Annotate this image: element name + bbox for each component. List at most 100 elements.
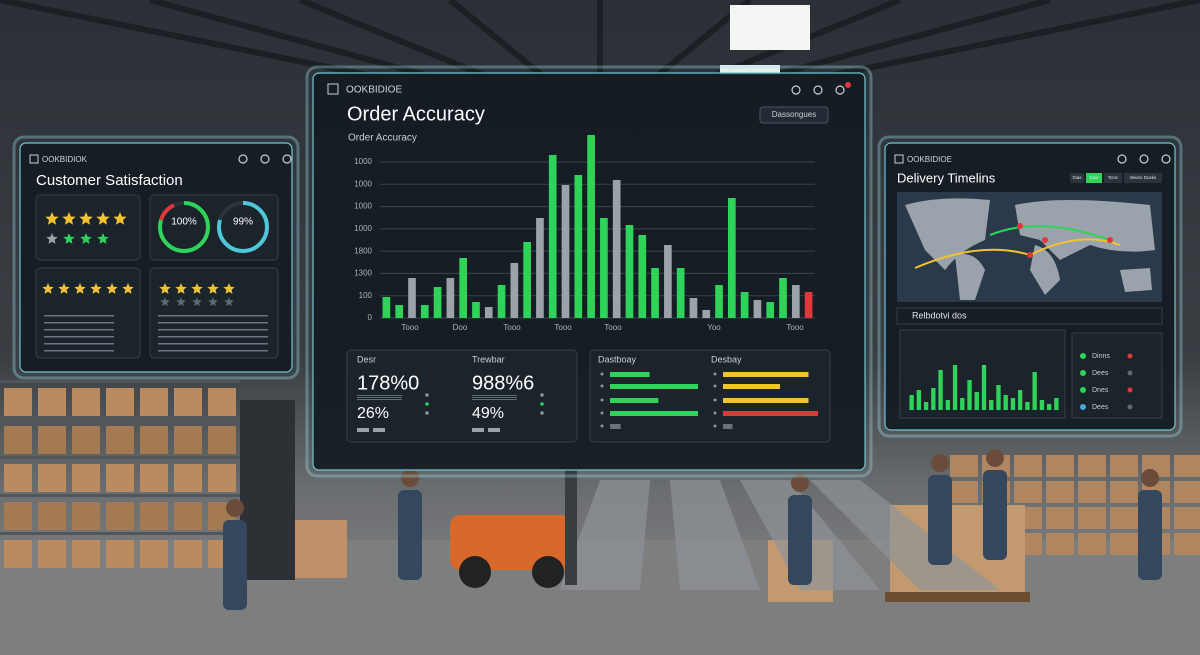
box	[4, 464, 32, 492]
button-label[interactable]: Dassongues	[772, 110, 816, 119]
panel-glow	[877, 135, 1183, 438]
list-line	[44, 329, 114, 331]
header-icon	[835, 85, 845, 95]
tab-label[interactable]: Dise	[1089, 175, 1098, 180]
legend-label: Dinns	[1092, 353, 1110, 360]
card	[35, 194, 141, 261]
progress-bullet	[713, 411, 717, 415]
box	[72, 540, 100, 568]
progress-bullet	[600, 411, 604, 415]
bar	[638, 235, 647, 318]
box	[208, 464, 236, 492]
tab-label[interactable]: Dias	[1072, 175, 1082, 180]
tab	[1070, 173, 1084, 183]
star	[90, 283, 102, 294]
legend-label: Dnes	[1092, 387, 1109, 394]
stat-line	[357, 399, 402, 400]
star	[208, 297, 218, 306]
shelf	[0, 532, 240, 535]
box	[1078, 481, 1106, 503]
home-icon	[894, 154, 904, 164]
stat-value: 988%6	[472, 372, 534, 394]
box	[208, 388, 236, 416]
progress-bar	[610, 384, 698, 389]
progress-label: Desbay	[711, 354, 742, 364]
legend-label: Dees	[1092, 404, 1109, 411]
worker-body	[398, 490, 422, 580]
box	[1110, 455, 1138, 477]
bar	[536, 218, 544, 318]
box	[174, 464, 202, 492]
worker-body	[983, 470, 1007, 560]
star	[45, 212, 59, 225]
box	[1078, 507, 1106, 529]
home-icon	[29, 154, 39, 164]
panel-title: Delivery Timelins	[897, 170, 996, 185]
legend-label: Dees	[1092, 370, 1109, 377]
box	[1046, 533, 1074, 555]
star	[160, 297, 170, 306]
star	[176, 297, 186, 306]
bar	[938, 370, 943, 410]
tab-label[interactable]: Tcmc	[1108, 175, 1119, 180]
bar	[1032, 372, 1037, 410]
progress-bullet	[713, 398, 717, 402]
list-line	[44, 315, 114, 317]
ring	[217, 201, 269, 253]
header-icon	[238, 154, 248, 164]
star	[74, 283, 86, 294]
tab-label[interactable]: Wiurio Dusks	[1130, 175, 1157, 180]
bar	[395, 305, 404, 318]
progress-bullet	[600, 398, 604, 402]
bar	[689, 298, 698, 318]
ring	[158, 201, 210, 253]
list-line	[158, 343, 268, 345]
star	[42, 283, 54, 294]
progress-bar	[610, 398, 659, 403]
card	[1071, 332, 1163, 419]
stat-line	[472, 399, 517, 400]
conveyor	[560, 480, 650, 590]
progress-bar	[610, 372, 650, 377]
continent	[1030, 245, 1060, 295]
bar	[382, 297, 391, 318]
bar	[728, 198, 736, 318]
route-node	[1027, 252, 1033, 258]
route-node	[1017, 223, 1023, 229]
bar	[779, 278, 787, 318]
box	[1078, 533, 1106, 555]
legend-dot	[1080, 404, 1086, 410]
chart-label: Order Accuracy	[348, 133, 417, 144]
progress-bullet	[713, 424, 717, 428]
box	[1174, 507, 1200, 529]
panel-glow	[305, 65, 873, 478]
bar	[1046, 404, 1052, 410]
y-tick-label: 100	[359, 291, 373, 300]
bar	[974, 392, 979, 410]
x-tick-label: Tooo	[554, 323, 572, 332]
progress-bar	[723, 424, 733, 429]
forklift-mast	[565, 470, 577, 585]
bar	[676, 268, 685, 318]
bar	[574, 175, 583, 318]
bar	[1039, 400, 1045, 410]
ring-label: 99%	[233, 217, 253, 228]
worker-head	[986, 449, 1004, 467]
bar	[446, 278, 455, 318]
box	[1174, 533, 1200, 555]
panel-title: Order Accuracy	[347, 103, 485, 125]
bar	[651, 268, 659, 318]
legend-dot	[1080, 353, 1086, 359]
star	[113, 212, 127, 225]
box	[72, 502, 100, 530]
conveyor	[670, 480, 760, 590]
panel-title: Customer Satisfaction	[36, 172, 183, 189]
bar	[420, 305, 429, 318]
progress-bar	[723, 411, 818, 416]
star	[80, 233, 92, 244]
list-line	[44, 336, 114, 338]
y-tick-label: 1000	[354, 224, 372, 233]
box	[38, 502, 66, 530]
stat-chip	[488, 428, 500, 432]
stat-label: Desr	[357, 354, 376, 364]
